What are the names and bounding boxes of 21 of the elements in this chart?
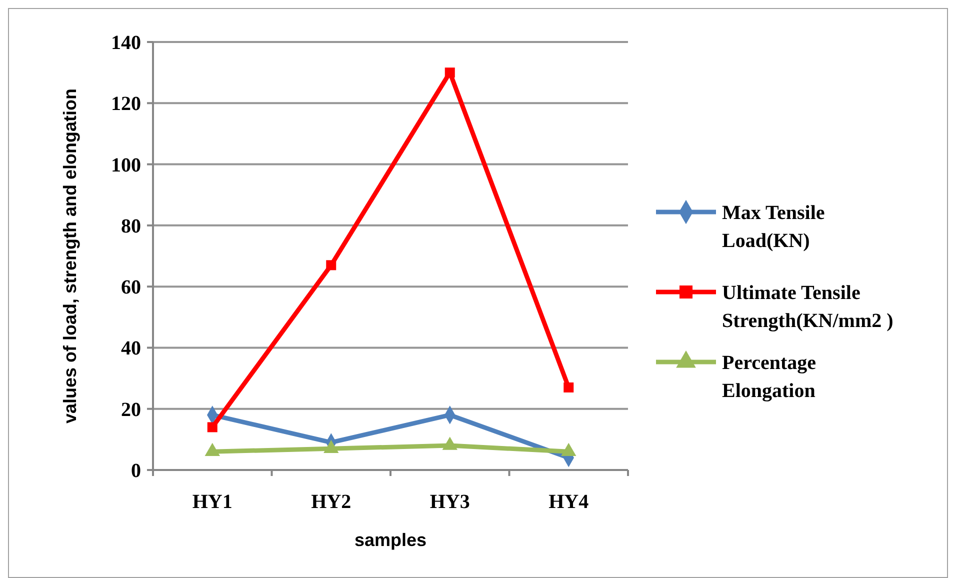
y-tick-label: 120 [111, 93, 141, 116]
point [564, 382, 574, 392]
x-tick-label: HY3 [430, 491, 470, 513]
y-axis-title: values of load, strength and elongation [60, 88, 80, 424]
legend-label: Percentage Elongation [722, 352, 816, 402]
y-tick-label: 140 [111, 32, 141, 54]
y-tick-label: 0 [131, 460, 141, 482]
x-tick-label: HY1 [192, 491, 232, 513]
point [444, 68, 455, 78]
legend-label: Ultimate Tensile Strength(KN/mm2 ) [722, 282, 894, 332]
y-tick-label: 60 [121, 276, 141, 299]
x-tick-label: HY2 [311, 491, 352, 513]
y-tick-label: 40 [121, 338, 141, 360]
point [326, 260, 336, 270]
x-tick-label: HY4 [548, 491, 589, 513]
y-tick-label: 100 [111, 154, 141, 176]
legend-label: Max Tensile Load(KN) [722, 202, 825, 252]
y-tick-label: 80 [121, 215, 141, 238]
y-tick-label: 20 [121, 398, 141, 421]
point [207, 422, 218, 432]
x-axis-title: samples [354, 530, 427, 550]
